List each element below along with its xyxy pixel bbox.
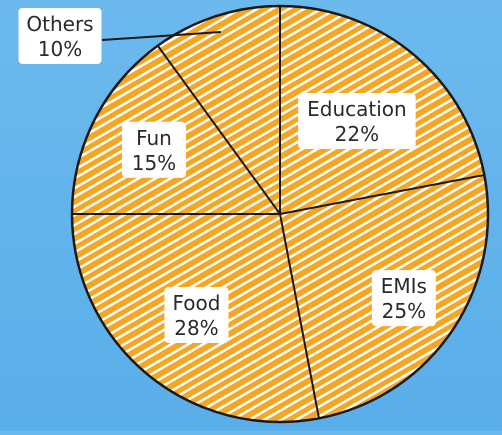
- slice-label-emis: EMIs: [381, 274, 427, 298]
- slice-divider: [156, 45, 281, 215]
- leader-line-others: [101, 31, 221, 41]
- slice-label-bg: [164, 286, 229, 343]
- slice-pct-others: 10%: [38, 37, 82, 61]
- slice-divider: [279, 213, 320, 419]
- slice-pct-fun: 15%: [132, 151, 176, 175]
- slice-pct-emis: 25%: [382, 299, 426, 323]
- slice-label-bg: [298, 93, 416, 150]
- slice-divider: [279, 174, 485, 215]
- slice-label-bg: [121, 121, 186, 178]
- pie-slices: [70, 4, 490, 424]
- slice-label-food: Food: [172, 291, 220, 315]
- slice-label-fun: Fun: [136, 126, 172, 150]
- slice-label-bg: [371, 270, 436, 327]
- leader-lines: [101, 31, 221, 41]
- slice-label-others: Others: [26, 12, 93, 36]
- slice-label-education: Education: [307, 97, 407, 121]
- slice-label-bg: [18, 8, 102, 64]
- slice-pct-education: 22%: [335, 122, 379, 146]
- slice-pct-food: 28%: [174, 316, 218, 340]
